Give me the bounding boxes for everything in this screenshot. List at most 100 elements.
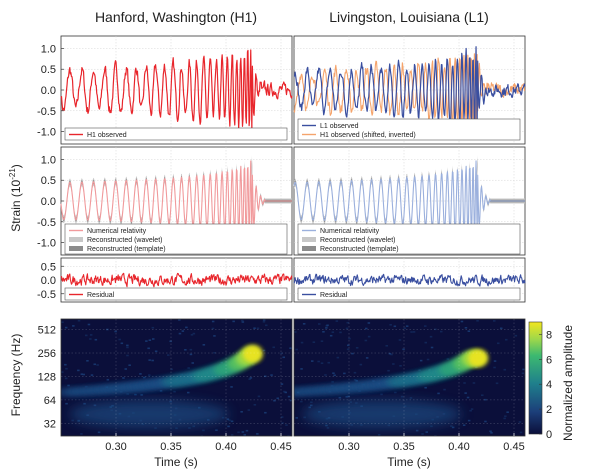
spectrogram-l1-speckle [430, 346, 434, 349]
spectrogram-l1-speckle [481, 394, 484, 396]
spectrogram-l1-speckle [318, 323, 321, 325]
spectrogram-h1-speckle [89, 334, 93, 336]
spectrogram-l1-speckle [392, 363, 395, 365]
spectrogram-h1-speckle [211, 327, 215, 330]
time-axis-title-l1: Time (s) [387, 455, 431, 469]
spectrogram-h1-speckle [126, 344, 129, 347]
spectrogram-h1-speckle [262, 321, 266, 323]
spectrogram-l1-speckle [325, 424, 328, 427]
spectrogram-h1-speckle [126, 346, 129, 349]
residual-h1-y-label-0: 0.5 [41, 261, 56, 273]
spectrogram-h1-speckle [151, 359, 154, 362]
spectrogram-h1-speckle [148, 374, 151, 376]
legend-entry-0: H1 observed [87, 132, 127, 139]
spectrogram-h1-speckle [94, 338, 98, 341]
spectrogram-l1-speckle [302, 323, 306, 325]
reconstructed-h1-y-label-4: -1.0 [37, 238, 56, 250]
spectrogram-h1-speckle [257, 395, 261, 398]
spectrogram-l1-speckle [388, 352, 392, 355]
spectrogram-h1-speckle [280, 352, 283, 355]
spectrogram-l1-speckle [300, 400, 303, 403]
legend-box [297, 223, 521, 255]
observed-h1-y-label-1: 0.5 [41, 64, 56, 76]
legend-entry-2: Reconstructed (template) [87, 246, 166, 253]
spectrogram-h1-speckle [241, 321, 245, 323]
spectrogram-l1-speckle [519, 431, 523, 434]
spectrogram-l1-speckle [365, 327, 368, 330]
spectrogram-l1-speckle [317, 360, 320, 363]
spectrogram-l1-speckle [400, 395, 404, 398]
spectrogram-h1-speckle [80, 433, 83, 435]
reconstructed-h1-series-nr [60, 160, 292, 240]
spectrogram-h1-speckle [282, 356, 285, 359]
spectrogram-h1-speckle [272, 346, 275, 349]
legend-swatch-2 [302, 246, 316, 251]
legend-box [297, 287, 521, 301]
spectrogram-l1-speckle [300, 368, 303, 370]
spectrogram-l1-speckle [365, 357, 369, 359]
spectrogram-l1-speckle [505, 338, 508, 341]
spectrogram-l1-speckle [339, 331, 342, 334]
spectrogram-l1-speckle [495, 382, 499, 385]
spectrogram-h1-speckle [262, 319, 266, 321]
legend-entry-0: Numerical relativity [320, 228, 380, 235]
spectrogram-l1-speckle [332, 372, 335, 374]
spectrogram-h1-speckle [191, 362, 194, 364]
spectrogram-h1-speckle [243, 434, 246, 436]
spectrogram-h1-speckle [228, 419, 231, 422]
spectrogram-h1-speckle [82, 373, 85, 376]
spectrogram-l1-speckle [405, 325, 409, 327]
spectrogram-h1-y-label-4: 32 [44, 418, 56, 430]
spectrogram-h1-speckle [118, 338, 121, 341]
spectrogram-l1-speckle [424, 341, 427, 344]
spectrogram-h1-y-label-3: 64 [44, 395, 56, 407]
spectrogram-h1-speckle [211, 320, 215, 323]
spectrogram-l1-speckle [312, 341, 316, 343]
spectrogram-l1-speckle [320, 362, 324, 364]
spectrogram-l1-speckle [367, 322, 371, 324]
observed-h1-y-label-4: -1.0 [37, 127, 56, 139]
spectrogram-l1-speckle [353, 379, 357, 381]
spectrogram-l1-glow-low [302, 400, 462, 429]
spectrogram-l1-speckle [493, 320, 496, 322]
reconstructed-l1-band-wavelet [294, 155, 525, 242]
spectrogram-l1-speckle [522, 368, 525, 371]
spectrogram-l1-speckle [347, 395, 350, 398]
reconstructed-l1-series-nr [293, 160, 525, 240]
spectrogram-h1-speckle [77, 420, 80, 422]
spectrogram-h1-speckle [90, 374, 94, 376]
spectrogram-h1-y-label-1: 256 [38, 348, 56, 360]
reconstructed-h1-y-label-3: -0.5 [37, 217, 56, 229]
legend-box [297, 118, 521, 141]
spectrogram-l1-speckle [464, 327, 468, 329]
spectrogram-h1-speckle [122, 377, 125, 379]
legend-entry-1: Reconstructed (wavelet) [320, 237, 395, 244]
spectrogram-h1-speckle [187, 391, 190, 394]
spectrogram-h1-speckle [148, 359, 151, 361]
spectrogram-l1-speckle [490, 432, 493, 434]
reconstructed-h1-y-label-1: 0.5 [41, 175, 56, 187]
spectrogram-h1-speckle [232, 320, 235, 323]
title-h1: Hanford, Washington (H1) [95, 9, 257, 25]
spectrogram-l1-speckle [460, 320, 464, 323]
spectrogram-l1-speckle [343, 372, 346, 375]
spectrogram-l1-speckle [484, 398, 487, 401]
spectrogram-h1-speckle [147, 347, 150, 350]
spectrogram-h1-speckle [283, 390, 286, 393]
spectrogram-h1-speckle [145, 340, 148, 342]
spectrogram-h1-speckle [154, 350, 158, 353]
spectrogram-l1-speckle [434, 328, 437, 331]
colorbar-label-0: 8 [546, 329, 552, 341]
spectrogram-l1-speckle [424, 325, 427, 327]
plot-layer: 1.0 0.5 0.0 -0.5 -1.0 H1 observed L1 observed H… [37, 35, 552, 453]
spectrogram-h1-speckle [170, 368, 173, 371]
spectrogram-h1-speckle [67, 384, 70, 387]
spectrogram-l1-speckle [402, 348, 405, 351]
spectrogram-h1-speckle [240, 411, 243, 413]
spectrogram-l1-speckle [440, 330, 443, 333]
spectrogram-l1-speckle [462, 424, 466, 426]
spectrogram-l1-speckle [327, 361, 330, 364]
residual-h1-y-label-2: -0.5 [37, 289, 56, 301]
spectrogram-h1-speckle [252, 363, 255, 366]
